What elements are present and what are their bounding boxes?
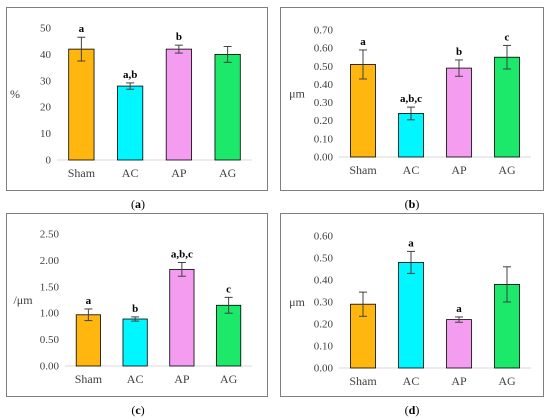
significance-label: c [505, 31, 510, 43]
significance-label: a [86, 295, 92, 307]
y-tick-label: 0.50 [314, 61, 334, 73]
x-tick-label: AC [122, 166, 139, 180]
bar-sham [350, 64, 376, 158]
significance-label: b [132, 303, 138, 315]
y-tick-label: 1.00 [40, 308, 60, 320]
chart-panel-a: 0 10 20 30 40 50% a Sham a,b AC b AP AG [6, 7, 268, 191]
caption-a: (a) [131, 197, 145, 211]
x-tick-label: AC [403, 374, 420, 388]
y-tick-label: 0.60 [314, 43, 334, 55]
bar-ag [216, 304, 242, 367]
x-tick-label: AG [220, 372, 238, 386]
significance-label: a [360, 36, 366, 48]
y-tick-label: 40 [40, 49, 52, 61]
bar-ag [494, 56, 520, 158]
chart-c-svg: 0.00 0.50 1.00 1.50 2.00 2.50/μm a Sham b AC a,b,c… [13, 229, 252, 386]
y-tick-label: 1.50 [40, 281, 60, 293]
y-tick-label: 0.30 [314, 97, 334, 109]
bar-ac [122, 318, 148, 367]
chart-panel-c: 0.00 0.50 1.00 1.50 2.00 2.50/μm a Sham b AC a,b,c… [6, 213, 268, 397]
significance-label: a,b [123, 69, 137, 81]
caption-d: (d) [404, 403, 420, 417]
y-tick-label: 0 [46, 155, 52, 167]
bar-ac [398, 113, 424, 158]
bar-ac [398, 262, 424, 369]
bar-ap [169, 268, 195, 367]
y-tick-label: 2.00 [40, 255, 60, 267]
bar-ap [446, 319, 472, 369]
y-tick-label: 30 [40, 75, 52, 87]
y-tick-label: 0.00 [314, 363, 334, 375]
y-tick-label: 0.60 [314, 231, 334, 243]
y-tick-label: 2.50 [40, 229, 60, 241]
bar-ag [214, 54, 241, 161]
significance-label: b [456, 46, 462, 58]
significance-label: a [408, 237, 414, 249]
y-axis-label: % [10, 87, 20, 101]
y-tick-label: 0.10 [314, 341, 334, 353]
significance-label: a [456, 303, 462, 315]
y-tick-label: 0.70 [314, 25, 334, 37]
chart-panel-b: 0.00 0.10 0.20 0.30 0.40 0.50 0.60 0.70 μm a Sham a… [280, 7, 544, 191]
x-tick-label: Sham [75, 372, 103, 386]
x-tick-label: AG [498, 374, 516, 388]
bar-ap [165, 48, 192, 161]
y-tick-label: 50 [40, 23, 52, 35]
chart-a-svg: 0 10 20 30 40 50% a Sham a,b AC b AP AG [10, 23, 252, 180]
x-tick-label: AG [498, 163, 516, 177]
significance-label: a [79, 23, 85, 35]
significance-label: a,b,c [400, 93, 422, 105]
x-tick-label: AP [171, 166, 187, 180]
x-tick-label: Sham [68, 166, 96, 180]
x-tick-label: AP [451, 374, 467, 388]
x-tick-label: AC [403, 163, 420, 177]
y-tick-label: 0.40 [314, 275, 334, 287]
x-tick-label: Sham [349, 374, 377, 388]
chart-b-svg: 0.00 0.10 0.20 0.30 0.40 0.50 0.60 0.70 μm a Sham a… [289, 25, 531, 177]
caption-c: (c) [131, 403, 145, 417]
y-tick-label: 0.20 [314, 115, 334, 127]
y-tick-label: 20 [40, 102, 52, 114]
y-axis-label: μm [289, 87, 305, 101]
bar-ap [446, 67, 472, 158]
x-tick-label: AP [451, 163, 467, 177]
significance-label: a,b,c [171, 249, 193, 261]
bar-sham [68, 48, 95, 161]
significance-label: b [176, 31, 182, 43]
y-tick-label: 10 [40, 128, 52, 140]
y-axis-label: μm [289, 295, 305, 309]
bar-sham [75, 314, 101, 367]
y-tick-label: 0.00 [314, 152, 334, 164]
caption-b: (b) [404, 197, 420, 211]
x-tick-label: Sham [349, 163, 377, 177]
y-tick-label: 0.30 [314, 297, 334, 309]
y-tick-label: 0.50 [40, 334, 60, 346]
chart-panel-d: 0.00 0.10 0.20 0.30 0.40 0.50 0.60 μm Sham a AC a AP… [280, 213, 544, 397]
y-axis-label: /μm [13, 293, 33, 307]
x-tick-label: AC [127, 372, 144, 386]
y-tick-label: 0.00 [40, 361, 60, 373]
bar-ac [117, 85, 144, 161]
x-tick-label: AP [174, 372, 190, 386]
y-tick-label: 0.10 [314, 133, 334, 145]
chart-d-svg: 0.00 0.10 0.20 0.30 0.40 0.50 0.60 μm Sham a AC a AP… [289, 231, 531, 388]
y-tick-label: 0.50 [314, 253, 334, 265]
y-tick-label: 0.40 [314, 79, 334, 91]
y-tick-label: 0.20 [314, 319, 334, 331]
x-tick-label: AG [219, 166, 237, 180]
significance-label: c [226, 283, 231, 295]
